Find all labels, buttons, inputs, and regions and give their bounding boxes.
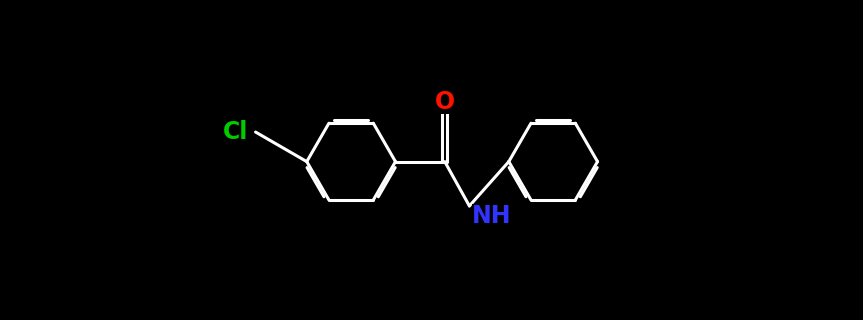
Text: NH: NH — [472, 204, 512, 228]
Text: O: O — [435, 91, 455, 115]
Text: Cl: Cl — [223, 120, 249, 144]
